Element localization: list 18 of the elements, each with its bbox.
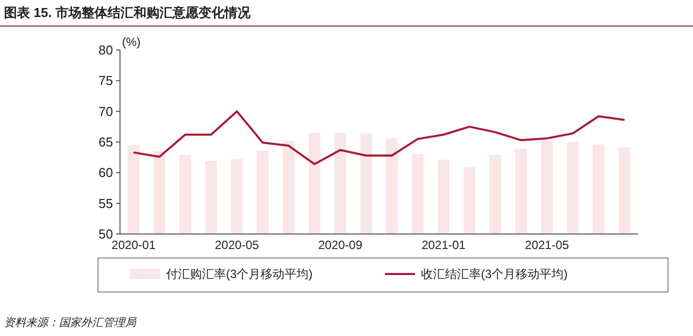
x-tick-label: 2020-09 xyxy=(318,238,363,252)
y-tick-label: 55 xyxy=(98,196,113,211)
legend-label: 付汇购汇率(3个月移动平均) xyxy=(165,267,313,282)
y-tick-label: 75 xyxy=(98,73,113,88)
line-series xyxy=(132,110,626,166)
text: 资料来源：国家外汇管理局 xyxy=(4,316,137,329)
x-tick-label: 2020-01 xyxy=(112,238,156,252)
chart-title: 图表 15. 市场整体结汇和购汇意愿变化情况 xyxy=(4,5,252,20)
y-tick-label: 70 xyxy=(98,104,113,119)
legend-label: 收汇结汇率(3个月移动平均) xyxy=(421,267,568,282)
y-tick-label: 65 xyxy=(98,134,113,150)
y-tick-label: 60 xyxy=(98,165,113,180)
y-tick-label: 50 xyxy=(98,226,113,242)
y-axis-title: (%) xyxy=(122,35,141,49)
x-tick-label: 2021-05 xyxy=(524,238,570,252)
x-tick-label: 2020-05 xyxy=(214,238,260,252)
y-tick-label: 80 xyxy=(98,42,113,58)
x-tick-label: 2021-01 xyxy=(422,238,466,252)
